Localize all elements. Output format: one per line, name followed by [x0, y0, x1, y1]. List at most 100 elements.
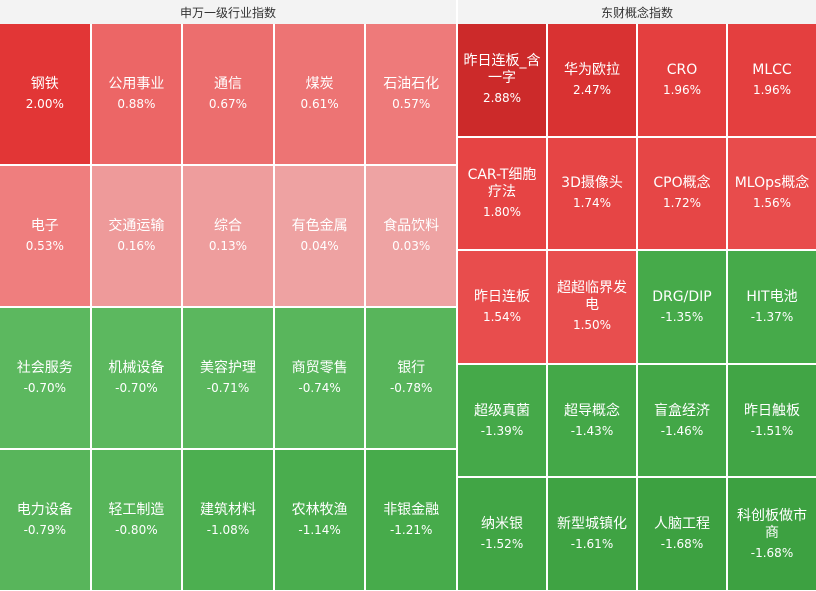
treemap-tile[interactable]: 综合 0.13%: [183, 166, 273, 306]
tile-name: 昨日触板: [744, 402, 800, 419]
treemap-tile[interactable]: 公用事业 0.88%: [91, 24, 182, 164]
treemap-tile[interactable]: 昨日触板 -1.51%: [728, 364, 816, 477]
tile-change-percent: -1.68%: [660, 537, 704, 552]
tile-change-percent: -0.70%: [23, 381, 67, 395]
tile-name: 美容护理: [199, 360, 256, 376]
treemap-tile[interactable]: 食品饮料 0.03%: [366, 166, 456, 306]
treemap-tile[interactable]: 华为欧拉 2.47%: [548, 24, 636, 136]
tile-name: 食品饮料: [383, 218, 440, 234]
tile-change-percent: -1.52%: [480, 537, 524, 552]
treemap-tile[interactable]: 交通运输 0.16%: [91, 166, 182, 306]
em-concept-panel: 东财概念指数 昨日连板_含一字 2.88% 华为欧拉 2.47% CRO 1.96% MLC…: [458, 0, 816, 591]
treemap-tile[interactable]: HIT电池 -1.37%: [728, 251, 816, 363]
tile-name: 钢铁: [30, 76, 59, 92]
tile-name: 盲盒经济: [654, 402, 710, 419]
tile-change-percent: 1.80%: [482, 204, 522, 219]
tile-name: 通信: [213, 76, 242, 92]
treemap-tile[interactable]: 电子 0.53%: [0, 166, 90, 306]
treemap-tile[interactable]: 纳米银 -1.52%: [458, 478, 546, 590]
treemap-tile[interactable]: 昨日连板 1.54%: [458, 251, 546, 363]
tile-change-percent: 0.67%: [208, 97, 248, 111]
tile-name: 电力设备: [16, 502, 73, 518]
tile-change-percent: 0.88%: [117, 97, 156, 111]
tile-change-percent: 2.00%: [25, 97, 64, 111]
treemap-tile[interactable]: MLOps概念 1.56%: [728, 137, 816, 250]
tile-change-percent: -1.08%: [206, 523, 250, 537]
tile-change-percent: -1.46%: [660, 423, 704, 438]
treemap-tile[interactable]: 非银金融 -1.21%: [366, 450, 456, 590]
treemap-tile[interactable]: 电力设备 -0.79%: [0, 450, 90, 590]
tile-change-percent: 1.56%: [752, 196, 792, 211]
tile-name: 人脑工程: [654, 516, 710, 533]
tile-name: CRO: [666, 61, 698, 78]
tile-name: 石油石化: [383, 76, 440, 92]
treemap-tile[interactable]: 通信 0.67%: [183, 24, 273, 164]
treemap-tile[interactable]: 有色金属 0.04%: [274, 166, 365, 306]
tile-name: MLCC: [752, 61, 792, 78]
tile-change-percent: 1.74%: [572, 196, 612, 211]
tile-change-percent: 0.13%: [208, 239, 248, 253]
tile-change-percent: -0.70%: [115, 381, 158, 395]
treemap-tile[interactable]: 新型城镇化 -1.61%: [548, 478, 636, 590]
sw-industry-panel: 申万一级行业指数 钢铁 2.00% 公用事业 0.88% 通信 0.67% 煤炭 0.61% 石…: [0, 0, 456, 591]
treemap-tile[interactable]: 钢铁 2.00%: [0, 24, 90, 164]
tile-change-percent: -1.51%: [750, 423, 794, 438]
treemap-tile[interactable]: 社会服务 -0.70%: [0, 308, 90, 448]
tile-change-percent: -1.14%: [298, 523, 341, 537]
tile-change-percent: 0.57%: [392, 97, 431, 111]
treemap-tile[interactable]: 科创板做市商 -1.68%: [728, 478, 816, 590]
treemap-tile[interactable]: 银行 -0.78%: [366, 308, 456, 448]
treemap-tile[interactable]: 盲盒经济 -1.46%: [638, 364, 726, 477]
tile-name: 农林牧渔: [291, 502, 348, 518]
tile-change-percent: 0.16%: [117, 239, 156, 253]
tile-change-percent: -1.35%: [660, 309, 704, 324]
tile-change-percent: 0.53%: [25, 239, 64, 253]
tile-change-percent: 1.72%: [662, 196, 702, 211]
treemap-tile[interactable]: 石油石化 0.57%: [366, 24, 456, 164]
treemap-tile[interactable]: CRO 1.96%: [638, 24, 726, 136]
tile-change-percent: -0.74%: [298, 381, 341, 395]
tile-change-percent: -0.71%: [206, 381, 250, 395]
tile-change-percent: -1.68%: [750, 545, 794, 560]
treemap-tile[interactable]: 超导概念 -1.43%: [548, 364, 636, 477]
sw-industry-treemap: 钢铁 2.00% 公用事业 0.88% 通信 0.67% 煤炭 0.61% 石油石化 0.57% 电…: [0, 24, 456, 590]
tile-change-percent: 0.03%: [392, 239, 431, 253]
tile-change-percent: -1.43%: [570, 423, 614, 438]
tile-change-percent: -1.39%: [480, 423, 524, 438]
treemap-tile[interactable]: 超级真菌 -1.39%: [458, 364, 546, 477]
treemap-tile[interactable]: DRG/DIP -1.35%: [638, 251, 726, 363]
tile-name: 超级真菌: [474, 402, 530, 419]
tile-name: 昨日连板: [474, 288, 530, 305]
tile-change-percent: 2.47%: [572, 82, 612, 97]
treemap-tile[interactable]: 超超临界发电 1.50%: [548, 251, 636, 363]
treemap-tile[interactable]: CPO概念 1.72%: [638, 137, 726, 250]
tile-name: CPO概念: [653, 175, 711, 192]
treemap-tile[interactable]: 商贸零售 -0.74%: [274, 308, 365, 448]
tile-change-percent: 2.88%: [482, 91, 522, 106]
tile-name: 华为欧拉: [564, 61, 620, 78]
treemap-tile[interactable]: 建筑材料 -1.08%: [183, 450, 273, 590]
treemap-tile[interactable]: 人脑工程 -1.68%: [638, 478, 726, 590]
treemap-tile[interactable]: 美容护理 -0.71%: [183, 308, 273, 448]
tile-name: 有色金属: [291, 218, 348, 234]
em-concept-panel-title: 东财概念指数: [458, 0, 816, 25]
tile-change-percent: 1.96%: [662, 82, 702, 97]
tile-name: 商贸零售: [291, 360, 348, 376]
treemap-tile[interactable]: 煤炭 0.61%: [274, 24, 365, 164]
treemap-tile[interactable]: CAR-T细胞疗法 1.80%: [458, 137, 546, 250]
tile-name: 昨日连板_含一字: [463, 53, 541, 87]
tile-change-percent: 0.61%: [300, 97, 339, 111]
treemap-tile[interactable]: 轻工制造 -0.80%: [91, 450, 182, 590]
sw-industry-panel-title: 申万一级行业指数: [0, 0, 456, 25]
tile-name: 新型城镇化: [557, 516, 627, 533]
treemap-tile[interactable]: 农林牧渔 -1.14%: [274, 450, 365, 590]
treemap-tile[interactable]: 3D摄像头 1.74%: [548, 137, 636, 250]
treemap-tile[interactable]: 昨日连板_含一字 2.88%: [458, 24, 546, 136]
tile-name: 超超临界发电: [557, 280, 627, 314]
treemap-tile[interactable]: 机械设备 -0.70%: [91, 308, 182, 448]
treemap-tile[interactable]: MLCC 1.96%: [728, 24, 816, 136]
tile-name: 科创板做市商: [737, 507, 807, 541]
tile-name: 银行: [397, 360, 426, 376]
tile-name: 综合: [213, 218, 242, 234]
tile-name: 社会服务: [16, 360, 73, 376]
